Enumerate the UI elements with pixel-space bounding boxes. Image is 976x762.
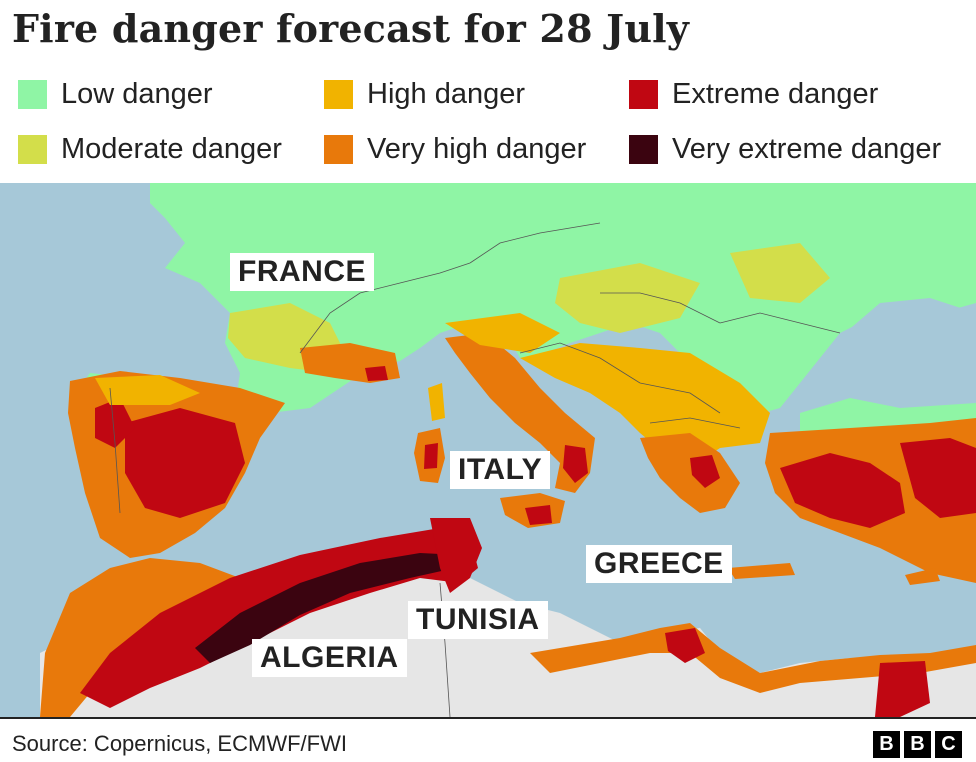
legend-label-very-high: Very high danger xyxy=(367,132,587,165)
region-iberia-extreme xyxy=(125,408,245,518)
map-canvas xyxy=(0,183,976,717)
region-egypt-extreme xyxy=(875,661,930,717)
region-greece xyxy=(640,433,740,513)
legend-label-extreme: Extreme danger xyxy=(672,77,879,110)
label-italy: ITALY xyxy=(450,451,551,489)
legend-swatch-extreme xyxy=(629,79,658,109)
legend-item-low: Low danger xyxy=(18,68,213,120)
region-italy-north-high xyxy=(445,313,560,353)
region-algeria-very-extreme xyxy=(195,553,460,663)
region-libya-coast xyxy=(530,623,976,693)
region-romania-moderate xyxy=(730,243,830,303)
page-title: Fire danger forecast for 28 July xyxy=(12,6,690,51)
fire-danger-map: FRANCE ITALY GREECE TUNISIA ALGERIA xyxy=(0,183,976,717)
region-balkans xyxy=(520,343,770,468)
legend-item-very-extreme: Very extreme danger xyxy=(629,123,941,175)
region-france-south-extreme xyxy=(365,366,388,381)
legend-item-extreme: Extreme danger xyxy=(629,68,878,120)
region-sardinia-extreme xyxy=(424,443,438,469)
footer-divider xyxy=(0,717,976,719)
legend-item-high: High danger xyxy=(324,68,525,120)
region-europe-north xyxy=(70,183,976,433)
legend-label-high: High danger xyxy=(367,77,525,110)
legend-item-moderate: Moderate danger xyxy=(18,123,282,175)
region-turkey-extreme xyxy=(780,453,905,528)
legend-swatch-moderate xyxy=(18,134,47,164)
logo-letter-1: B xyxy=(873,731,900,758)
label-tunisia: TUNISIA xyxy=(408,601,548,639)
label-algeria: ALGERIA xyxy=(252,639,407,677)
source-note: Source: Copernicus, ECMWF/FWI xyxy=(12,731,347,756)
legend-swatch-very-extreme xyxy=(629,134,658,164)
region-iberia-high-north xyxy=(95,375,200,405)
region-crete xyxy=(728,563,795,579)
region-corsica xyxy=(428,383,445,421)
country-borders xyxy=(109,222,841,717)
region-tunisia xyxy=(430,518,482,593)
region-cyprus xyxy=(905,568,940,585)
legend-swatch-low xyxy=(18,79,47,109)
legend-label-very-extreme: Very extreme danger xyxy=(672,132,942,165)
label-france: FRANCE xyxy=(230,253,374,291)
region-italy-south-extreme xyxy=(563,445,588,483)
region-black-sea xyxy=(840,298,976,418)
region-libya-extreme xyxy=(665,628,705,663)
region-iberia-extreme-west xyxy=(95,398,135,448)
legend: Low danger Moderate danger High danger V… xyxy=(0,68,976,180)
region-turkey-extreme-east xyxy=(900,438,976,518)
legend-label-low: Low danger xyxy=(61,77,213,110)
legend-swatch-very-high xyxy=(324,134,353,164)
bbc-logo: B B C xyxy=(873,731,962,758)
legend-label-moderate: Moderate danger xyxy=(61,132,282,165)
region-greece-extreme xyxy=(690,455,720,488)
region-britain xyxy=(150,183,230,218)
region-balkans-moderate xyxy=(555,263,700,333)
legend-item-very-high: Very high danger xyxy=(324,123,586,175)
region-sicily-extreme xyxy=(525,505,552,525)
logo-letter-2: B xyxy=(904,731,931,758)
label-greece: GREECE xyxy=(586,545,732,583)
region-italy xyxy=(445,333,595,493)
legend-swatch-high xyxy=(324,79,353,109)
logo-letter-3: C xyxy=(935,731,962,758)
